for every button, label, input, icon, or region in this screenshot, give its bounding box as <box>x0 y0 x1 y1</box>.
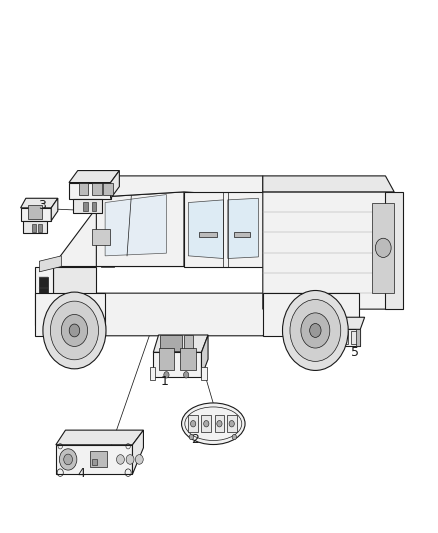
FancyBboxPatch shape <box>150 367 155 380</box>
Circle shape <box>191 421 196 427</box>
FancyBboxPatch shape <box>92 183 102 195</box>
Polygon shape <box>53 266 96 314</box>
Polygon shape <box>372 203 394 293</box>
Polygon shape <box>69 171 119 182</box>
Polygon shape <box>96 176 263 197</box>
Polygon shape <box>39 277 48 314</box>
Polygon shape <box>184 192 263 266</box>
FancyBboxPatch shape <box>92 459 97 465</box>
Circle shape <box>59 449 77 470</box>
Circle shape <box>283 290 348 370</box>
Polygon shape <box>132 430 143 474</box>
Circle shape <box>229 421 234 427</box>
Circle shape <box>117 455 124 464</box>
Ellipse shape <box>181 403 245 445</box>
FancyBboxPatch shape <box>326 332 336 344</box>
Polygon shape <box>51 198 58 221</box>
Circle shape <box>50 301 99 360</box>
Circle shape <box>69 324 80 337</box>
Polygon shape <box>23 221 47 233</box>
Circle shape <box>184 372 189 378</box>
Polygon shape <box>96 192 184 266</box>
Circle shape <box>189 434 194 440</box>
Circle shape <box>375 238 391 257</box>
Circle shape <box>204 421 209 427</box>
FancyBboxPatch shape <box>180 349 196 370</box>
FancyBboxPatch shape <box>90 451 107 467</box>
Polygon shape <box>56 430 143 445</box>
Polygon shape <box>39 256 61 272</box>
Polygon shape <box>110 171 119 198</box>
FancyBboxPatch shape <box>92 201 96 211</box>
Polygon shape <box>385 192 403 309</box>
FancyBboxPatch shape <box>356 329 360 345</box>
Polygon shape <box>21 208 51 221</box>
Circle shape <box>232 434 237 440</box>
FancyBboxPatch shape <box>103 183 113 195</box>
Text: 4: 4 <box>77 467 85 480</box>
FancyBboxPatch shape <box>215 415 224 432</box>
Polygon shape <box>319 317 364 329</box>
FancyBboxPatch shape <box>319 329 323 345</box>
Circle shape <box>43 292 106 369</box>
Circle shape <box>64 454 72 465</box>
Polygon shape <box>35 266 53 325</box>
Polygon shape <box>53 197 193 266</box>
FancyBboxPatch shape <box>160 335 182 351</box>
Polygon shape <box>319 329 360 345</box>
Polygon shape <box>101 256 114 266</box>
Polygon shape <box>92 229 110 245</box>
Polygon shape <box>53 293 289 336</box>
Circle shape <box>310 324 321 337</box>
Polygon shape <box>69 182 110 198</box>
Polygon shape <box>263 176 394 192</box>
FancyBboxPatch shape <box>234 232 250 237</box>
Polygon shape <box>21 198 58 208</box>
FancyBboxPatch shape <box>351 332 360 344</box>
FancyBboxPatch shape <box>201 367 207 380</box>
FancyBboxPatch shape <box>199 232 217 237</box>
FancyBboxPatch shape <box>28 205 42 219</box>
Polygon shape <box>153 352 201 376</box>
Circle shape <box>301 313 330 348</box>
Polygon shape <box>263 192 403 309</box>
Circle shape <box>164 372 169 378</box>
Polygon shape <box>105 195 166 256</box>
Polygon shape <box>201 335 208 376</box>
Polygon shape <box>188 200 223 259</box>
Text: 2: 2 <box>191 433 199 446</box>
Polygon shape <box>73 198 102 213</box>
Circle shape <box>217 421 222 427</box>
Polygon shape <box>228 198 258 259</box>
Text: 1: 1 <box>160 375 168 387</box>
Polygon shape <box>35 293 105 336</box>
FancyBboxPatch shape <box>79 183 88 195</box>
FancyBboxPatch shape <box>32 224 36 232</box>
FancyBboxPatch shape <box>188 415 198 432</box>
FancyBboxPatch shape <box>38 224 42 232</box>
Text: 5: 5 <box>351 346 359 359</box>
Circle shape <box>126 455 134 464</box>
Circle shape <box>290 300 341 361</box>
Polygon shape <box>56 445 132 474</box>
FancyBboxPatch shape <box>184 335 193 351</box>
Polygon shape <box>263 293 359 336</box>
Polygon shape <box>153 335 208 352</box>
FancyBboxPatch shape <box>227 415 237 432</box>
FancyBboxPatch shape <box>83 201 88 211</box>
Text: 3: 3 <box>38 199 46 212</box>
FancyBboxPatch shape <box>201 415 211 432</box>
FancyBboxPatch shape <box>339 332 348 344</box>
Circle shape <box>135 455 143 464</box>
Circle shape <box>61 314 88 346</box>
FancyBboxPatch shape <box>159 349 174 370</box>
